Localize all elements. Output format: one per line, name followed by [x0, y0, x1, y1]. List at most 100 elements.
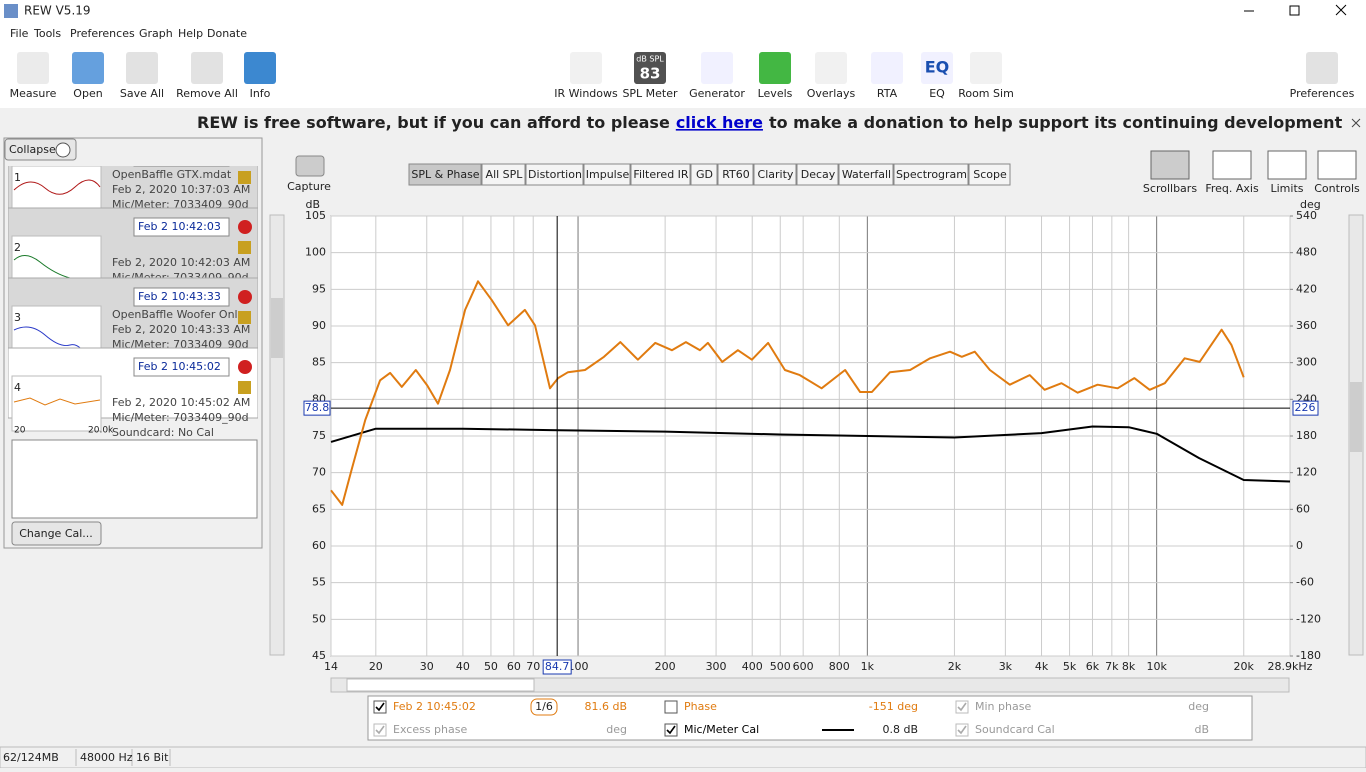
graph-tab[interactable]: [796, 163, 839, 186]
collapse-label[interactable]: Collapse: [9, 143, 56, 156]
menu-item[interactable]: File: [10, 27, 29, 40]
tool-label[interactable]: Save All: [120, 87, 164, 100]
change-cal-label[interactable]: Change Cal...: [19, 527, 93, 540]
tool-icon[interactable]: [72, 52, 104, 84]
remove-measurement[interactable]: [238, 220, 252, 234]
date-field[interactable]: [133, 287, 230, 307]
panel-scrollbar[interactable]: [269, 214, 285, 656]
restore[interactable]: [1289, 5, 1300, 16]
graph-tab-label[interactable]: Impulse: [586, 168, 630, 181]
graph-tab[interactable]: [525, 163, 584, 186]
menu-item[interactable]: Donate: [207, 27, 247, 40]
tool-label[interactable]: Remove All: [176, 87, 238, 100]
tool-icon[interactable]: [570, 52, 602, 84]
graph-tab[interactable]: [583, 163, 631, 186]
remove-measurement[interactable]: [238, 360, 252, 374]
tool-label[interactable]: Info: [250, 87, 271, 100]
tool-icon[interactable]: [1306, 52, 1338, 84]
smoothing[interactable]: 1/6: [535, 700, 553, 713]
graph-tab[interactable]: [630, 163, 691, 186]
graph-tab-label[interactable]: All SPL: [486, 168, 524, 181]
graph-tab[interactable]: [893, 163, 969, 186]
tool-label[interactable]: Measure: [10, 87, 57, 100]
tool-label[interactable]: EQ: [929, 87, 945, 100]
graph-option-icon[interactable]: [1150, 150, 1190, 180]
panel-scroll-thumb[interactable]: [271, 298, 283, 358]
date-field[interactable]: [133, 217, 230, 237]
tool-icon[interactable]: [970, 52, 1002, 84]
graph-option-icon[interactable]: [1212, 150, 1252, 180]
graph-option-label[interactable]: Freq. Axis: [1205, 182, 1259, 195]
tool-label[interactable]: Open: [73, 87, 102, 100]
tool-label[interactable]: Preferences: [1290, 87, 1355, 100]
tool-icon[interactable]: [815, 52, 847, 84]
tool-icon[interactable]: [921, 52, 953, 84]
tool-label[interactable]: Levels: [758, 87, 793, 100]
graph-tab[interactable]: [481, 163, 526, 186]
graph-tab[interactable]: [690, 163, 718, 186]
graph-tab-label[interactable]: Clarity: [758, 168, 794, 181]
v-scroll-thumb[interactable]: [1350, 382, 1362, 452]
tool-icon[interactable]: [634, 52, 666, 84]
graph-tab[interactable]: [717, 163, 754, 186]
checkbox[interactable]: [373, 700, 387, 714]
change-cal-button[interactable]: [11, 521, 102, 546]
tool-icon[interactable]: [759, 52, 791, 84]
menu-item[interactable]: Tools: [33, 27, 61, 40]
banner-close[interactable]: [1351, 118, 1361, 128]
measurement-date[interactable]: Feb 2 10:45:02: [138, 360, 221, 373]
tool-label[interactable]: Generator: [689, 87, 745, 100]
graph-option-label[interactable]: Limits: [1271, 182, 1304, 195]
tool-label[interactable]: Room Sim: [958, 87, 1014, 100]
measurement-tool[interactable]: [238, 241, 251, 254]
menu-item[interactable]: Preferences: [70, 27, 135, 40]
measurement-tool[interactable]: [238, 171, 251, 184]
graph-option-icon[interactable]: [1317, 150, 1357, 180]
close[interactable]: [1335, 4, 1347, 16]
tool-icon[interactable]: [871, 52, 903, 84]
menu-item[interactable]: Graph: [139, 27, 173, 40]
menu-item[interactable]: Help: [178, 27, 203, 40]
graph-tab[interactable]: [968, 163, 1011, 186]
checkbox[interactable]: [373, 723, 387, 737]
checkbox[interactable]: [955, 723, 969, 737]
tool-icon[interactable]: [126, 52, 158, 84]
checkbox[interactable]: [664, 700, 678, 714]
capture-label[interactable]: Capture: [287, 180, 331, 193]
tool-icon[interactable]: [244, 52, 276, 84]
graph-tab-label[interactable]: RT60: [722, 168, 750, 181]
measurement-tool[interactable]: [238, 311, 251, 324]
checkbox[interactable]: [664, 723, 678, 737]
banner-link[interactable]: click here: [676, 113, 763, 132]
graph-tab-label[interactable]: Scope: [973, 168, 1007, 181]
graph-tab-label[interactable]: Spectrogram: [896, 168, 967, 181]
checkbox[interactable]: [955, 700, 969, 714]
graph-tab[interactable]: [838, 163, 894, 186]
tool-icon[interactable]: [701, 52, 733, 84]
measurement-date[interactable]: Feb 2 10:43:33: [138, 290, 221, 303]
graph-tab-label[interactable]: Decay: [801, 168, 836, 181]
remove-measurement[interactable]: [238, 290, 252, 304]
graph-tab[interactable]: [408, 163, 482, 186]
graph-tab[interactable]: [753, 163, 797, 186]
tool-label[interactable]: IR Windows: [554, 87, 618, 100]
graph-tab-label[interactable]: SPL & Phase: [411, 168, 479, 181]
tool-icon[interactable]: [17, 52, 49, 84]
measurement-tool[interactable]: [238, 381, 251, 394]
graph-tab-label[interactable]: Filtered IR: [633, 168, 688, 181]
tool-label[interactable]: SPL Meter: [622, 87, 678, 100]
h-scroll-thumb[interactable]: [346, 678, 535, 692]
tool-label[interactable]: Overlays: [807, 87, 856, 100]
smoothing-box[interactable]: [530, 698, 558, 716]
graph-option-label[interactable]: Scrollbars: [1143, 182, 1197, 195]
capture-icon[interactable]: [295, 155, 325, 177]
measurement-date[interactable]: Feb 2 10:42:03: [138, 220, 221, 233]
graph-option-label[interactable]: Controls: [1314, 182, 1360, 195]
tool-icon[interactable]: [191, 52, 223, 84]
tool-label[interactable]: RTA: [877, 87, 898, 100]
graph-tab-label[interactable]: Distortion: [528, 168, 582, 181]
graph-option-icon[interactable]: [1267, 150, 1307, 180]
date-field[interactable]: [133, 357, 230, 377]
graph-tab-label[interactable]: GD: [696, 168, 713, 181]
graph-tab-label[interactable]: Waterfall: [842, 168, 891, 181]
